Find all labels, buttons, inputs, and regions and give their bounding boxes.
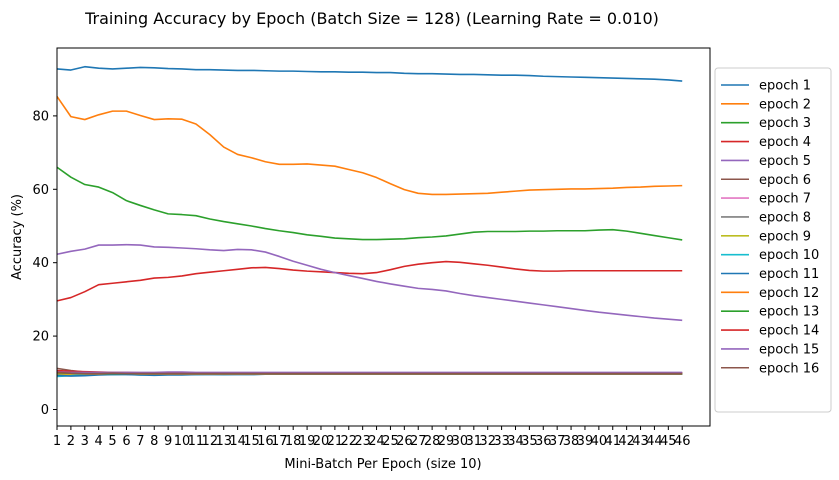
x-tick-label: 25 (382, 434, 399, 449)
x-tick-label: 7 (136, 434, 144, 449)
x-tick-label: 12 (202, 434, 219, 449)
y-tick-label: 60 (32, 183, 49, 198)
y-tick-label: 20 (32, 330, 49, 345)
x-tick-label: 19 (299, 434, 316, 449)
x-tick-label: 27 (410, 434, 427, 449)
legend-label-epoch-11: epoch 11 (759, 267, 819, 282)
x-tick-label: 33 (493, 434, 510, 449)
legend-label-epoch-8: epoch 8 (759, 210, 811, 225)
x-tick-label: 14 (229, 434, 246, 449)
x-tick-label: 21 (327, 434, 344, 449)
legend-label-epoch-4: epoch 4 (759, 135, 811, 150)
x-tick-label: 26 (396, 434, 413, 449)
x-tick-label: 42 (618, 434, 635, 449)
series-line-epoch-3 (56, 166, 683, 241)
x-tick-label: 24 (368, 434, 385, 449)
x-tick-label: 29 (438, 434, 455, 449)
x-tick-label: 35 (521, 434, 538, 449)
plot-frame (56, 47, 711, 427)
x-tick-label: 39 (577, 434, 594, 449)
x-axis-ticks: 1 2 3 4 5 6 7 8 9 1011121314151617181920212223242… (53, 426, 691, 449)
x-tick-label: 28 (424, 434, 441, 449)
legend-label-epoch-5: epoch 5 (759, 154, 811, 169)
plot-lines (56, 65, 683, 378)
x-tick-label: 9 (164, 434, 172, 449)
series-line-epoch-4 (56, 260, 683, 302)
series-line-epoch-2 (56, 95, 683, 196)
series-line-epoch-1 (56, 65, 683, 82)
legend: epoch 1 epoch 2 epoch 3 epoch 4 epoch 5 epoch… (714, 67, 832, 413)
legend-label-epoch-10: epoch 10 (759, 248, 819, 263)
x-tick-label: 8 (150, 434, 158, 449)
x-tick-label: 17 (271, 434, 288, 449)
y-axis-label: Accuracy (%) (10, 194, 25, 280)
legend-label-epoch-3: epoch 3 (759, 116, 811, 131)
x-tick-label: 1 (53, 434, 61, 449)
x-tick-label: 44 (646, 434, 663, 449)
legend-label-epoch-9: epoch 9 (759, 229, 811, 244)
x-tick-label: 30 (452, 434, 469, 449)
y-axis-ticks: 0 20 40 60 80 (32, 109, 57, 418)
x-tick-label: 10 (174, 434, 191, 449)
x-tick-label: 20 (313, 434, 330, 449)
legend-label-epoch-1: epoch 1 (759, 79, 811, 94)
x-tick-label: 22 (340, 434, 357, 449)
legend-label-epoch-2: epoch 2 (759, 97, 811, 112)
x-tick-label: 31 (466, 434, 483, 449)
x-tick-label: 36 (535, 434, 552, 449)
x-tick-label: 16 (257, 434, 274, 449)
x-tick-label: 45 (660, 434, 677, 449)
x-tick-label: 5 (108, 434, 116, 449)
y-tick-label: 40 (32, 256, 49, 271)
legend-label-epoch-16: epoch 16 (759, 361, 819, 376)
x-tick-label: 32 (479, 434, 496, 449)
x-tick-label: 13 (215, 434, 232, 449)
y-tick-label: 80 (32, 109, 49, 124)
x-tick-label: 38 (563, 434, 580, 449)
x-tick-label: 15 (243, 434, 260, 449)
chart-title: Training Accuracy by Epoch (Batch Size =… (84, 9, 659, 28)
x-tick-label: 6 (122, 434, 130, 449)
x-tick-label: 4 (95, 434, 103, 449)
series-line-epoch-16 (56, 371, 683, 375)
x-axis-label: Mini-Batch Per Epoch (size 10) (284, 457, 481, 472)
legend-label-epoch-6: epoch 6 (759, 173, 811, 188)
legend-label-epoch-7: epoch 7 (759, 192, 811, 207)
x-tick-label: 40 (591, 434, 608, 449)
x-tick-label: 41 (604, 434, 621, 449)
x-tick-label: 37 (549, 434, 566, 449)
y-tick-label: 0 (41, 403, 49, 418)
legend-frame (714, 67, 832, 413)
x-tick-label: 3 (81, 434, 89, 449)
legend-label-epoch-13: epoch 13 (759, 305, 819, 320)
x-tick-label: 11 (188, 434, 205, 449)
x-tick-label: 23 (354, 434, 371, 449)
x-tick-label: 46 (674, 434, 691, 449)
legend-label-epoch-15: epoch 15 (759, 342, 819, 357)
x-tick-label: 34 (507, 434, 524, 449)
legend-label-epoch-14: epoch 14 (759, 324, 819, 339)
x-tick-label: 2 (67, 434, 75, 449)
x-tick-label: 43 (632, 434, 649, 449)
x-tick-label: 18 (285, 434, 302, 449)
series-line-epoch-5 (56, 243, 683, 322)
legend-label-epoch-12: epoch 12 (759, 286, 819, 301)
